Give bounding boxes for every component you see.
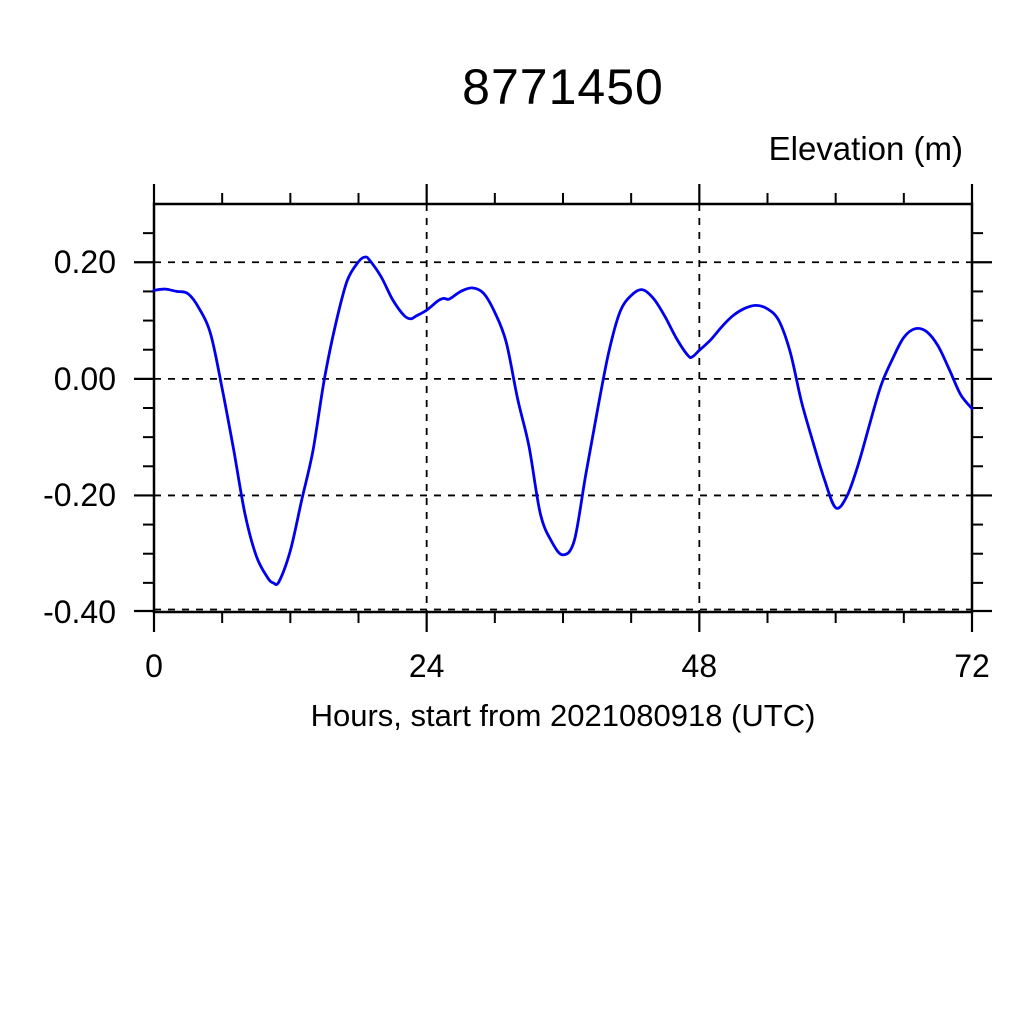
chart-title: 8771450 — [462, 59, 664, 115]
y-tick-label: -0.40 — [43, 594, 116, 630]
x-tick-label: 72 — [954, 648, 990, 684]
elevation-curve — [152, 255, 974, 586]
y-tick-label: 0.20 — [53, 244, 116, 281]
plot-frame — [152, 202, 974, 614]
x-tick-label: 0 — [145, 648, 163, 684]
x-tick-label: 24 — [408, 648, 445, 684]
y-tick-label: 0.00 — [53, 360, 116, 397]
x-tick-label: 48 — [681, 648, 718, 684]
y-axis-unit-label: Elevation (m) — [768, 130, 963, 167]
x-axis-label: Hours, start from 2021080918 (UTC) — [310, 698, 816, 733]
y-tick-label: -0.20 — [43, 477, 116, 514]
